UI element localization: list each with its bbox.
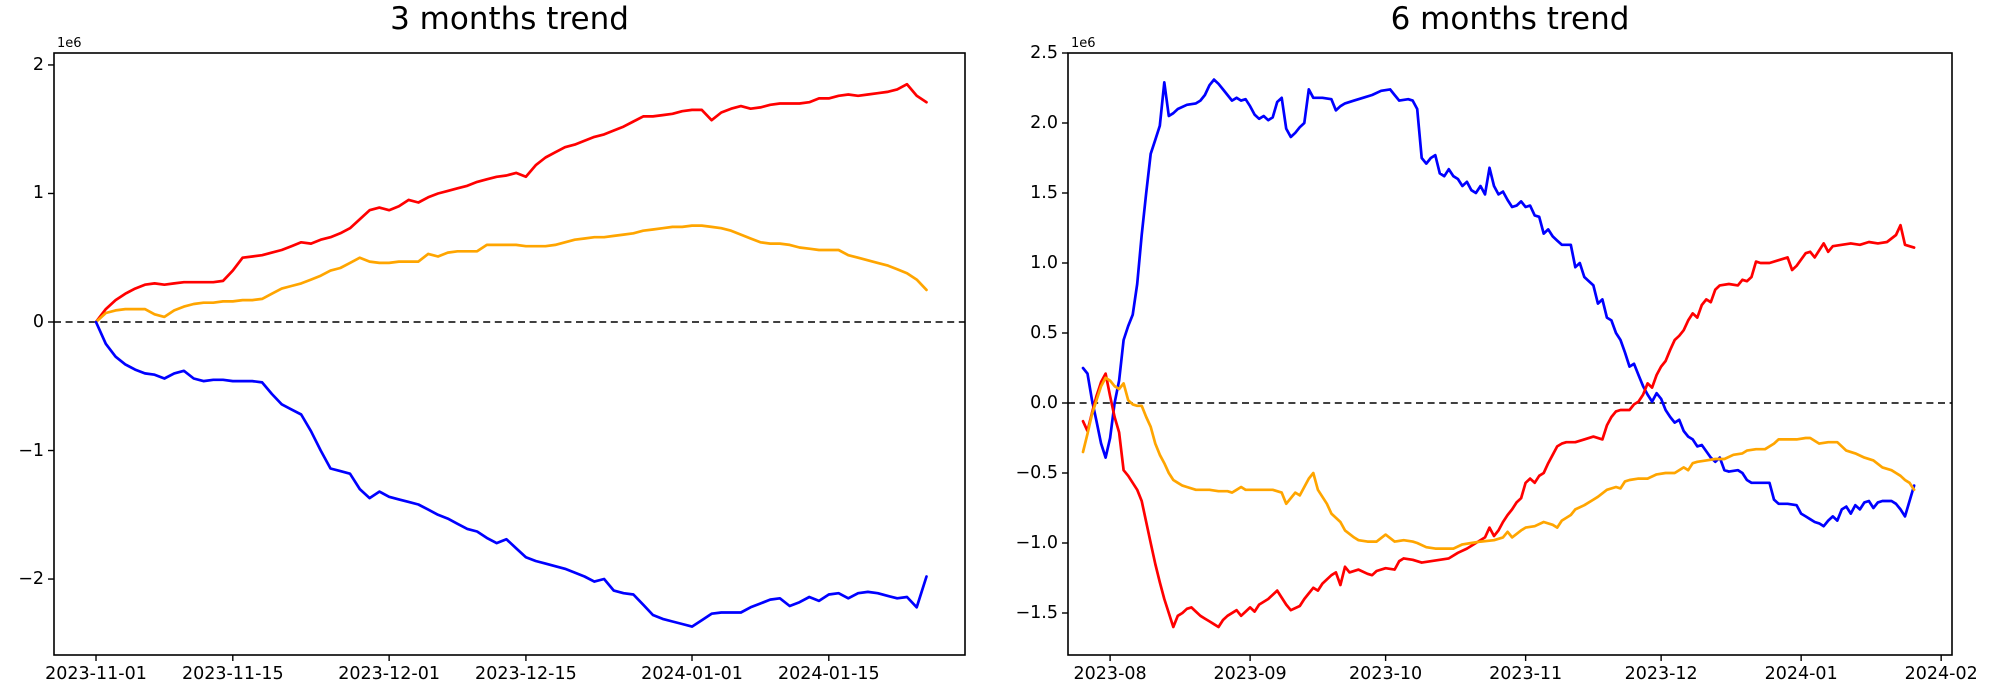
y-tick-label: 0.0 xyxy=(1030,393,1058,413)
x-tick-label: 2023-12 xyxy=(1624,664,1698,684)
x-tick-label: 2023-12-01 xyxy=(338,664,440,684)
blue-series xyxy=(94,320,928,628)
y-axis-offset-label-left: 1e6 xyxy=(57,36,82,51)
x-tick-label: 2023-10 xyxy=(1349,664,1423,684)
axes-spines xyxy=(1067,52,1953,656)
y-tick-label: 0.5 xyxy=(1030,323,1058,343)
x-tick-label: 2023-11-01 xyxy=(45,664,147,684)
y-axis-offset-label-right: 1e6 xyxy=(1071,36,1096,51)
y-tick-label: −1.0 xyxy=(1015,533,1059,553)
x-tick-label: 2024-01-15 xyxy=(777,664,880,684)
red-series xyxy=(94,82,928,324)
plot-area-1 xyxy=(1062,52,1953,661)
y-tick-label: −1.5 xyxy=(1015,603,1059,623)
chart-title-6-months: 6 months trend xyxy=(1390,1,1630,37)
y-tick-label: 0 xyxy=(32,311,44,332)
x-tick-label: 2023-11-15 xyxy=(181,664,284,684)
y-tick-label: 1.0 xyxy=(1030,253,1058,273)
y-tick-label: −2 xyxy=(18,569,44,590)
chart-title-3-months: 3 months trend xyxy=(390,1,629,37)
x-tick-label: 2024-02 xyxy=(1904,664,1978,684)
x-tick-label: 2023-08 xyxy=(1073,664,1147,684)
y-tick-label: 1.5 xyxy=(1030,183,1058,203)
y-tick-label: 2.5 xyxy=(1030,43,1058,63)
y-tick-label: 1 xyxy=(32,183,44,204)
y-tick-label: −1 xyxy=(18,440,44,461)
y-tick-label: 2 xyxy=(32,54,44,75)
axes-spines xyxy=(53,52,966,656)
x-tick-label: 2024-01-01 xyxy=(641,664,743,684)
y-tick-label: −0.5 xyxy=(1015,463,1059,483)
red-series xyxy=(1081,223,1916,629)
plot-area-0 xyxy=(48,52,966,661)
x-tick-label: 2024-01 xyxy=(1764,664,1838,684)
x-tick-label: 2023-09 xyxy=(1213,664,1287,684)
blue-series xyxy=(1081,78,1916,528)
y-tick-label: 2.0 xyxy=(1030,113,1058,133)
orange-series xyxy=(1081,376,1916,550)
x-tick-label: 2023-11 xyxy=(1489,664,1563,684)
orange-series xyxy=(94,224,928,324)
x-tick-label: 2023-12-15 xyxy=(475,664,577,684)
